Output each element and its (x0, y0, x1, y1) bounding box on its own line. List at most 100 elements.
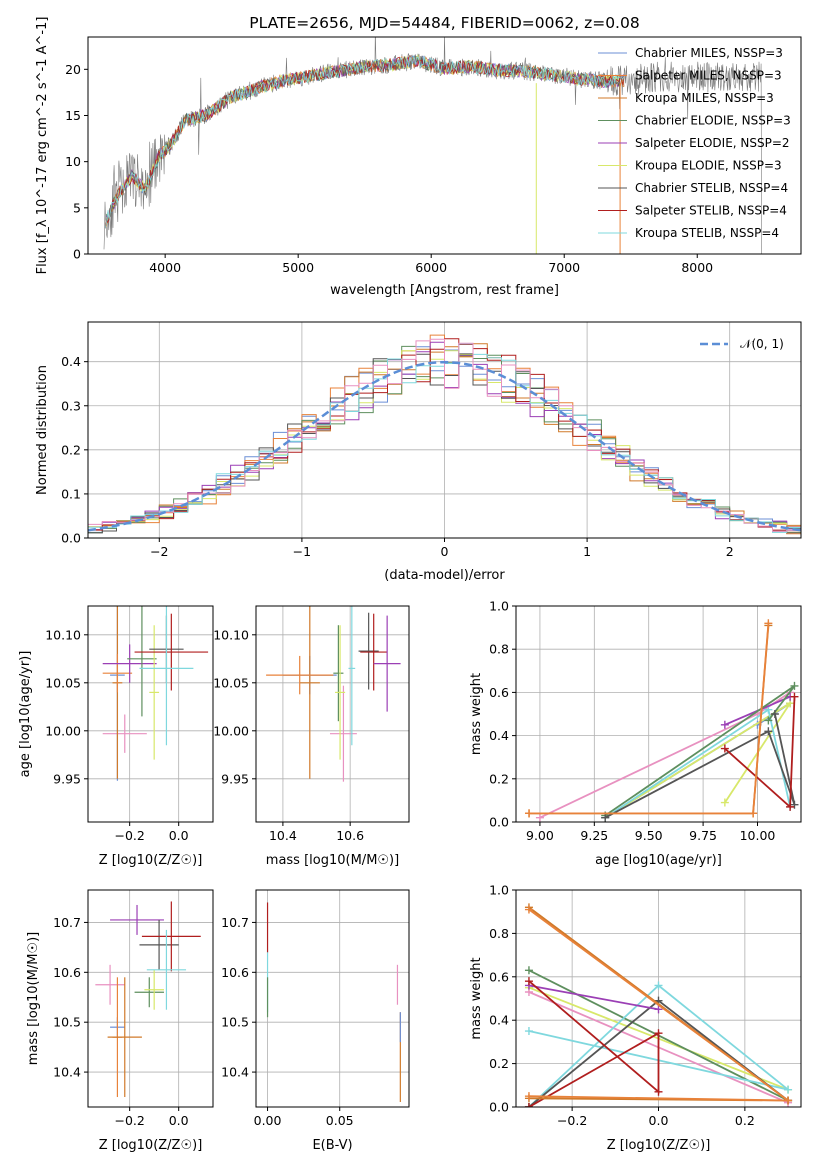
x-tick-label: 5000 (282, 260, 314, 275)
mass-vs-extinction-panel: 0.00 0.05 10.4 10.5 10.6 10.7 E(B-V) (221, 889, 410, 1153)
x-tick-label: 0.0 (169, 1113, 189, 1128)
y-tick-label: 9.95 (221, 771, 249, 786)
model-spectrum-line (104, 53, 625, 229)
x-axis-label: (data-model)/error (384, 568, 505, 583)
y-tick-label: 0.6 (489, 685, 509, 700)
y-tick-label: 15 (65, 108, 81, 123)
chart-title: PLATE=2656, MJD=54484, FIBERID=0062, z=0… (249, 14, 639, 32)
x-tick-label: 9.50 (635, 828, 663, 843)
mass-weight-line (604, 702, 791, 819)
x-tick-label: 2 (726, 544, 734, 559)
y-tick-label: 0.4 (489, 728, 509, 743)
x-axis-label: E(B-V) (312, 1138, 352, 1153)
axes-frame (87, 889, 214, 1108)
axes-frame (255, 889, 410, 1108)
plus-marker (720, 798, 729, 807)
errorbar-point (266, 655, 334, 695)
plus-marker (764, 619, 773, 628)
x-tick-label: 0.2 (735, 1113, 755, 1128)
errorbar-point (134, 977, 164, 1008)
model-spectrum-line (104, 56, 625, 229)
x-tick-label: 6000 (415, 260, 447, 275)
y-axis-label: mass [log10(M/M☉)] (26, 932, 41, 1065)
errorbar-group (95, 901, 201, 1098)
errorbar-point (299, 606, 320, 779)
plus-marker (749, 809, 758, 818)
errorbar-point (358, 612, 379, 690)
plus-marker (601, 813, 610, 822)
errorbar-point (134, 613, 209, 691)
x-tick-label: −0.2 (114, 828, 144, 843)
x-tick-label: −2 (150, 544, 168, 559)
y-tick-label: 0.0 (61, 531, 81, 546)
y-tick-label: 0.2 (489, 1056, 509, 1071)
errorbar-point (335, 625, 346, 760)
spectrum-legend: Chabrier MILES, NSSP=3 Salpeter MILES, NS… (598, 46, 791, 240)
y-axis-label: Flux [f_λ 10^-17 erg cm^-2 s^-1 A^-1] (35, 17, 50, 275)
x-axis-label: age [log10(age/yr)] (595, 853, 722, 868)
plus-marker (764, 727, 773, 736)
x-tick-label: 1 (583, 544, 591, 559)
errorbar-point (373, 615, 401, 712)
residual-histogram-panel: −2 −1 0 1 2 0.0 0.1 0.2 0.3 0.4 𝒩(0, 1) (data-model… (35, 321, 802, 583)
y-tick-label: 10.05 (213, 675, 249, 690)
errorbar-point (348, 606, 356, 746)
ticks: 0.00 0.05 10.4 10.5 10.6 10.7 (221, 915, 353, 1128)
errorbar-point (95, 964, 125, 1005)
x-tick-label: 0.0 (169, 828, 189, 843)
x-tick-label: 10.4 (269, 828, 297, 843)
x-tick-label: 9.00 (526, 828, 554, 843)
plus-marker (535, 813, 544, 822)
y-tick-label: 1.0 (489, 599, 509, 614)
y-tick-label: 10.7 (53, 915, 81, 930)
errorbar-point (146, 929, 187, 1010)
errorbar-point (141, 901, 201, 972)
errorbar-group (266, 902, 401, 1103)
errorbar-point (107, 977, 142, 1098)
mass-weight-line (528, 980, 660, 1107)
y-tick-label: 0.4 (489, 1013, 509, 1028)
plus-marker (524, 966, 533, 975)
legend-label: Chabrier STELIB, NSSP=4 (635, 181, 788, 195)
y-tick-label: 0.3 (61, 398, 81, 413)
axes-frame (515, 889, 802, 1108)
y-tick-label: 10.10 (45, 627, 81, 642)
plus-marker (790, 681, 799, 690)
plus-marker (524, 1027, 533, 1036)
x-tick-label: −0.2 (114, 1113, 144, 1128)
plus-marker (784, 1085, 793, 1094)
axes-frame (255, 605, 410, 823)
grid-lines (88, 606, 213, 822)
y-axis-label: age [log10(age/yr)] (18, 651, 33, 778)
grid-lines (256, 890, 409, 1107)
x-tick-label: −0.2 (557, 1113, 587, 1128)
y-tick-label: 10.00 (45, 723, 81, 738)
x-tick-label: 0.05 (326, 1113, 354, 1128)
errorbar-point (102, 654, 133, 693)
mass-weight-line (604, 685, 796, 817)
mass-weight-vs-metallicity-panel: −0.2 0.0 0.2 0.0 0.2 0.4 0.6 0.8 1.0 Z [log10(Z/Z… (469, 883, 802, 1153)
mass-weight-line (539, 691, 791, 819)
mass-vs-metallicity-panel: −0.2 0.0 10.4 10.5 10.6 10.7 Z [log10(Z/Z☉)] ma… (26, 889, 214, 1153)
errorbar-point (102, 644, 157, 683)
model-spectrum-line (104, 56, 625, 229)
plus-marker (720, 744, 729, 753)
x-tick-label: 9.25 (580, 828, 608, 843)
x-tick-label: −1 (293, 544, 311, 559)
y-tick-label: 10 (65, 154, 81, 169)
x-tick-label: 8000 (681, 260, 713, 275)
grid-lines (256, 606, 409, 822)
ticks: −0.2 0.0 10.4 10.5 10.6 10.7 (53, 915, 189, 1128)
errorbar-point (149, 625, 160, 760)
y-tick-label: 10.05 (45, 675, 81, 690)
mass-weight-vs-age-panel: 9.00 9.25 9.50 9.75 10.00 0.0 0.2 0.4 0.6 0.8 1.0 a… (469, 599, 802, 868)
x-axis-label: Z [log10(Z/Z☉)] (99, 1138, 203, 1153)
plus-marker (786, 802, 795, 811)
ticks: −2 −1 0 1 2 0.0 0.1 0.2 0.3 0.4 (61, 354, 734, 559)
normal-reference-curve (88, 360, 801, 532)
y-tick-label: 10.10 (213, 627, 249, 642)
errorbar-point (144, 969, 164, 1010)
y-tick-label: 0.6 (489, 969, 509, 984)
plus-marker (524, 977, 533, 986)
